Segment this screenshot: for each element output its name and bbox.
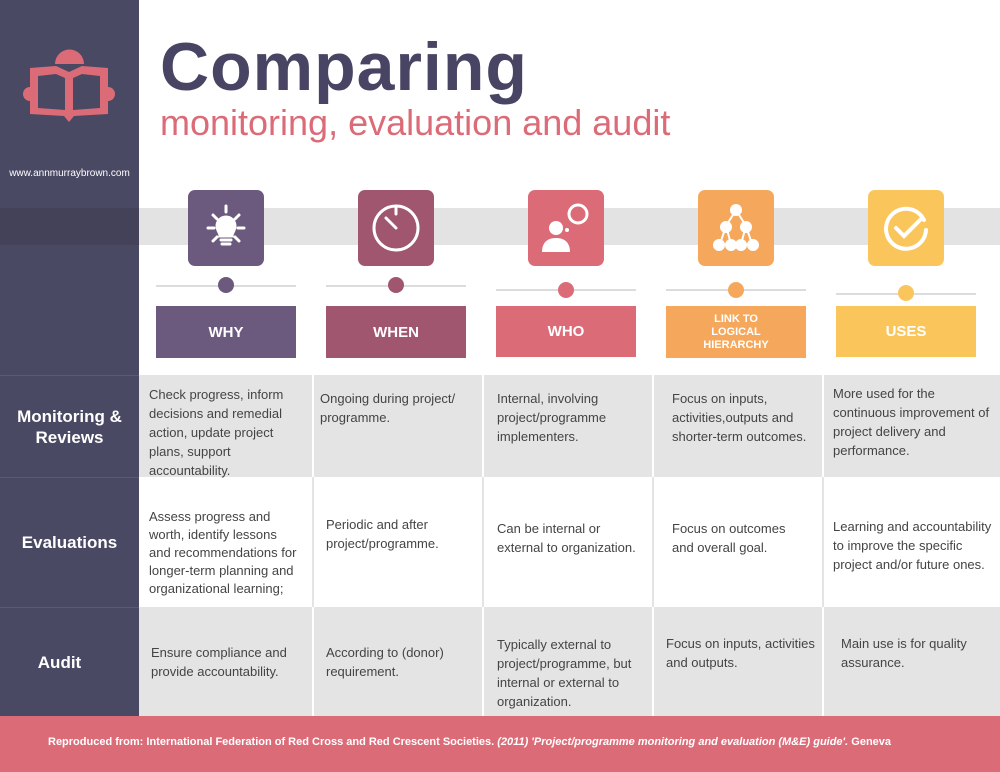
table-cell: According to (donor) requirement. — [326, 645, 444, 679]
table-cell: Check progress, inform decisions and rem… — [149, 387, 284, 478]
row-label-audit: Audit — [0, 607, 139, 716]
table-cell: Main use is for quality assurance. — [841, 636, 967, 670]
footer-citation: Reproduced from: International Federatio… — [0, 716, 1000, 772]
row-label-evaluations: Evaluations — [0, 477, 139, 607]
hierarchy-icon — [698, 190, 774, 266]
table-cell: Ensure compliance and provide accountabi… — [151, 645, 287, 679]
table-cell: Ongoing during project/ programme. — [320, 391, 456, 425]
timeline-dot — [388, 277, 404, 293]
timeline-dot — [558, 282, 574, 298]
table-cell: Focus on outcomes and overall goal. — [672, 521, 786, 555]
column-header-when: WHEN — [326, 306, 466, 358]
sidebar-band — [0, 208, 139, 245]
table-cell: Internal, involving project/programme im… — [497, 391, 607, 444]
footer-prefix: Reproduced from: International Federatio… — [48, 736, 495, 748]
table-cell: Focus on inputs, activities,outputs and … — [672, 391, 807, 444]
table-row-audit — [139, 607, 1000, 716]
column-header-uses: USES — [836, 306, 976, 357]
table-cell: Periodic and after project/programme. — [326, 517, 439, 551]
row-label-monitoring: Monitoring & Reviews — [0, 375, 139, 477]
footer-suffix: Geneva — [848, 736, 892, 748]
timeline-dot — [898, 285, 914, 301]
column-header-link: LINK TO LOGICAL HIERARCHY — [666, 306, 806, 358]
page-title: Comparing — [160, 29, 528, 105]
timeline-dot — [218, 277, 234, 293]
table-row-evaluations — [139, 477, 1000, 607]
table-cell: Learning and accountability to improve t… — [833, 519, 992, 572]
table-row-monitoring — [139, 375, 1000, 477]
checkmark-circle-icon — [868, 190, 944, 266]
table-cell: Focus on inputs, activities and outputs. — [666, 636, 815, 670]
reading-person-icon — [23, 49, 115, 122]
person-thinking-icon — [528, 190, 604, 266]
stopwatch-icon — [358, 190, 434, 266]
header-band — [0, 208, 1000, 245]
timeline-dot — [728, 282, 744, 298]
table-cell: Assess progress and worth, identify less… — [149, 509, 297, 596]
website-url[interactable]: www.annmurraybrown.com — [9, 168, 130, 179]
table-cell: Typically external to project/programme,… — [497, 637, 632, 709]
page-subtitle: monitoring, evaluation and audit — [160, 102, 671, 143]
table-cell: Can be internal or external to organizat… — [497, 521, 636, 555]
table-cell: More used for the continuous improvement… — [833, 386, 990, 458]
column-header-who: WHO — [496, 306, 636, 357]
column-header-why: WHY — [156, 306, 296, 358]
lightbulb-icon — [188, 190, 264, 266]
footer-citation-title: (2011) 'Project/programme monitoring and… — [494, 736, 849, 748]
